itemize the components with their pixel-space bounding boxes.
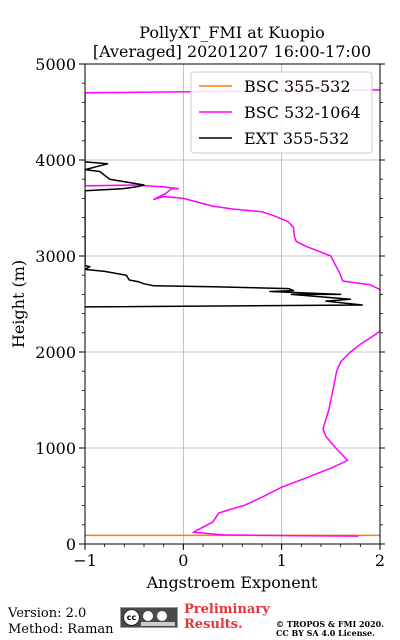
x-axis-label: Angstroem Exponent bbox=[146, 573, 318, 592]
legend-box bbox=[190, 71, 373, 154]
copyright-line1: © TROPOS & FMI 2020. bbox=[276, 619, 385, 629]
license-strip bbox=[141, 622, 175, 626]
y-tick-label: 5000 bbox=[35, 55, 76, 74]
series-line-1 bbox=[85, 89, 380, 537]
chart-title-line2: [Averaged] 20201207 16:00-17:00 bbox=[93, 42, 371, 61]
series-line-2 bbox=[85, 161, 364, 308]
axis-ticks bbox=[79, 63, 385, 550]
plot-frame bbox=[84, 63, 381, 545]
cc-icon: cc bbox=[123, 609, 140, 626]
x-tick-label: −1 bbox=[73, 551, 97, 570]
y-tick-label: 2000 bbox=[35, 343, 76, 362]
cc-license-badge: cc bbox=[120, 607, 178, 628]
y-tick-label: 4000 bbox=[35, 151, 76, 170]
legend-label-2: EXT 355-532 bbox=[244, 129, 349, 148]
method-text: Method: Raman bbox=[8, 622, 114, 637]
sa-icon bbox=[157, 611, 167, 621]
y-tick-label: 1000 bbox=[35, 439, 76, 458]
copyright-notice: © TROPOS & FMI 2020. CC BY SA 4.0 Licens… bbox=[276, 620, 384, 638]
y-tick-label: 3000 bbox=[35, 247, 76, 266]
y-tick-label: 0 bbox=[66, 535, 76, 554]
legend-label-0: BSC 355-532 bbox=[244, 77, 351, 96]
chart-title-line1: PollyXT_FMI at Kuopio bbox=[139, 23, 325, 42]
by-icon bbox=[143, 611, 153, 621]
x-tick-label: 2 bbox=[375, 551, 385, 570]
preliminary-line1: Preliminary bbox=[184, 602, 270, 617]
x-tick-label: 0 bbox=[178, 551, 188, 570]
preliminary-line2: Results. bbox=[184, 617, 243, 632]
y-axis-label: Height (m) bbox=[9, 260, 28, 348]
preliminary-notice: Preliminary Results. bbox=[184, 602, 270, 632]
footer-info: Version: 2.0 Method: Raman bbox=[8, 606, 114, 638]
legend-label-1: BSC 532-1064 bbox=[244, 103, 361, 122]
angstroem-profile-chart: PollyXT_FMI at Kuopio [Averaged] 2020120… bbox=[9, 23, 385, 592]
x-tick-label: 1 bbox=[277, 551, 287, 570]
legend: BSC 355-532 BSC 532-1064 EXT 355-532 bbox=[190, 71, 373, 154]
version-text: Version: 2.0 bbox=[8, 606, 87, 621]
series-lines bbox=[85, 89, 380, 537]
copyright-line2: CC BY SA 4.0 License. bbox=[276, 628, 375, 638]
